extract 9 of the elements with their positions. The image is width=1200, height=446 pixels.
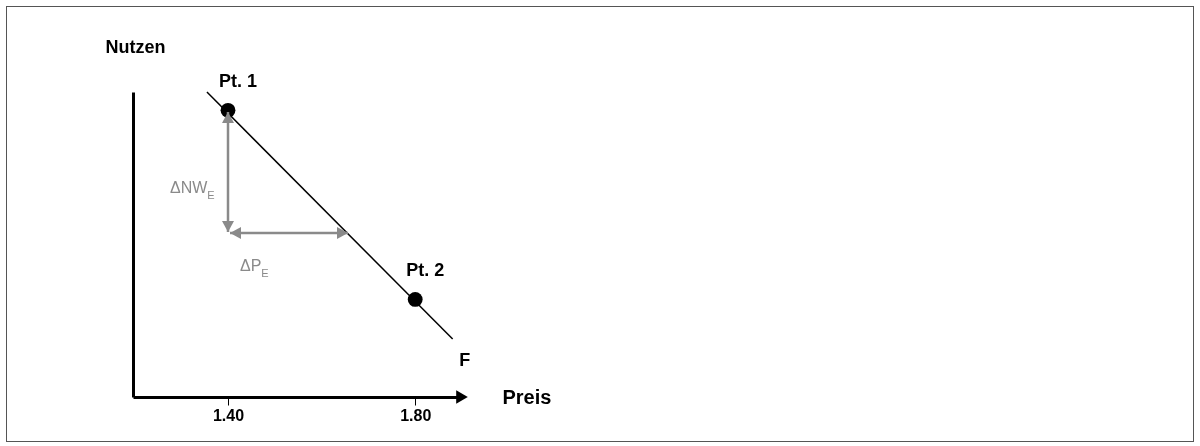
annotation: ΔNW$_{E}$ <box>170 179 215 201</box>
x-axis-title: Preis <box>502 385 552 408</box>
annotation: Pt. 2 <box>406 260 445 281</box>
x-tick-label: 1.80 <box>400 406 432 424</box>
x-tick-label: 1.40 <box>212 406 245 424</box>
annotation: Pt. 1 <box>219 71 258 92</box>
series-label: F <box>459 350 471 371</box>
y-axis-title: Nutzen <box>105 36 166 57</box>
annotation: ΔP$_{E}$ <box>240 257 269 279</box>
